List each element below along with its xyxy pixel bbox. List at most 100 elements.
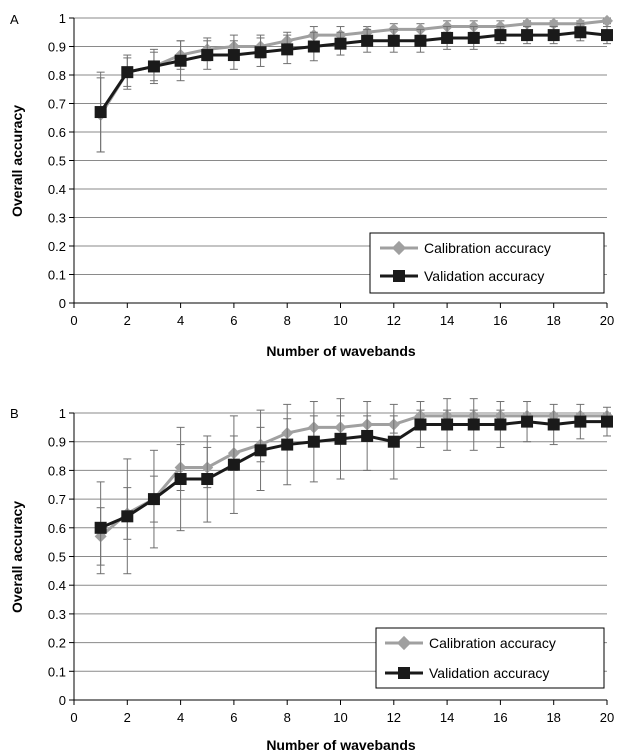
- y-tick-label: 0.8: [48, 463, 66, 478]
- legend-box: [375, 627, 605, 689]
- data-point: [601, 29, 613, 42]
- x-tick-label: 16: [493, 710, 507, 725]
- data-point: [147, 493, 160, 506]
- y-tick-label: 1: [59, 406, 66, 421]
- y-tick-label: 0.1: [48, 664, 66, 679]
- data-point: [147, 60, 160, 73]
- legend-calibration-marker: [391, 240, 407, 256]
- data-point: [227, 458, 240, 471]
- legend-validation-marker: [393, 270, 405, 282]
- data-point: [361, 34, 374, 47]
- data-point: [601, 415, 613, 428]
- y-tick-label: 0.4: [48, 578, 66, 593]
- y-tick-label: 1: [59, 11, 66, 26]
- y-tick-label: 0.9: [48, 40, 66, 55]
- x-tick-label: 12: [387, 710, 401, 725]
- y-tick-label: 0.2: [48, 636, 66, 651]
- data-point: [121, 66, 134, 79]
- y-tick-label: 0.8: [48, 68, 66, 83]
- data-point: [307, 435, 320, 448]
- data-point: [334, 432, 347, 445]
- x-tick-label: 20: [600, 710, 614, 725]
- series-line: [99, 30, 608, 113]
- y-tick-label: 0.5: [48, 550, 66, 565]
- legend-validation-label: Validation accuracy: [424, 268, 544, 284]
- data-point: [334, 37, 347, 50]
- data-point: [254, 46, 267, 59]
- data-point: [361, 429, 374, 442]
- legend-calibration-label: Calibration accuracy: [429, 635, 556, 651]
- legend-calibration-marker: [396, 635, 412, 651]
- panel-a: A Overall accuracy Number of wavebands 0…: [9, 11, 614, 359]
- plot-area: 00.10.20.30.40.50.60.70.80.910 2 4 6 8 10 12 14…: [48, 11, 614, 328]
- x-tick-label: 6: [230, 313, 237, 328]
- legend: Calibration accuracy Validation accuracy: [375, 627, 605, 689]
- x-axis-title: Number of wavebands: [266, 343, 416, 359]
- data-point: [494, 29, 507, 42]
- panel-label: B: [10, 406, 19, 421]
- data-point: [494, 418, 507, 431]
- plot-area: 00.10.20.30.40.50.60.70.80.910 2 4 6 8 10 12 14…: [48, 398, 614, 725]
- data-point: [387, 435, 400, 448]
- y-tick-label: 0.6: [48, 125, 66, 140]
- x-tick-label: 2: [124, 710, 131, 725]
- x-tick-label: 4: [177, 313, 184, 328]
- data-point: [201, 473, 214, 486]
- data-point: [227, 49, 240, 62]
- data-point: [601, 14, 613, 27]
- x-tick-label: 14: [440, 710, 454, 725]
- x-tick-label: 18: [546, 313, 560, 328]
- y-axis-title: Overall accuracy: [9, 501, 25, 613]
- data-point: [441, 418, 454, 431]
- x-tick-label: 10: [333, 710, 347, 725]
- x-tick-label: 12: [387, 313, 401, 328]
- x-tick-label: 10: [333, 313, 347, 328]
- data-point: [387, 34, 400, 47]
- y-axis-title: Overall accuracy: [9, 105, 25, 217]
- data-point: [94, 521, 107, 534]
- data-point: [201, 49, 214, 62]
- y-tick-label: 0.4: [48, 182, 66, 197]
- data-point: [281, 43, 294, 56]
- data-point: [574, 415, 587, 428]
- x-tick-label: 16: [493, 313, 507, 328]
- data-point: [414, 34, 427, 47]
- y-tick-label: 0.6: [48, 521, 66, 536]
- x-tick-label: 2: [124, 313, 131, 328]
- data-point: [254, 444, 267, 457]
- y-tick-label: 0.5: [48, 154, 66, 169]
- legend-validation-label: Validation accuracy: [429, 665, 549, 681]
- legend-calibration-label: Calibration accuracy: [424, 240, 551, 256]
- data-point: [414, 418, 427, 431]
- x-tick-label: 14: [440, 313, 454, 328]
- x-axis-title: Number of wavebands: [266, 737, 416, 753]
- data-point: [521, 415, 534, 428]
- x-tick-label: 4: [177, 710, 184, 725]
- data-point: [441, 31, 454, 44]
- y-tick-label: 0: [59, 296, 66, 311]
- panel-b: B Overall accuracy Number of wavebands 0…: [9, 398, 614, 753]
- x-tick-label: 0: [70, 710, 77, 725]
- data-point: [94, 106, 107, 119]
- data-point: [574, 26, 587, 39]
- data-point: [521, 29, 534, 42]
- x-tick-label: 8: [284, 710, 291, 725]
- x-tick-label: 20: [600, 313, 614, 328]
- data-point: [121, 510, 134, 523]
- legend-box: [369, 232, 605, 294]
- data-point: [467, 418, 480, 431]
- legend: Calibration accuracy Validation accuracy: [369, 232, 605, 294]
- x-tick-label: 0: [70, 313, 77, 328]
- y-tick-label: 0.7: [48, 492, 66, 507]
- data-point: [281, 438, 294, 451]
- x-tick-label: 18: [546, 710, 560, 725]
- data-point: [547, 418, 560, 431]
- y-tick-label: 0: [59, 693, 66, 708]
- data-point: [547, 29, 560, 42]
- x-tick-label: 8: [284, 313, 291, 328]
- x-tick-label: 6: [230, 710, 237, 725]
- y-tick-label: 0.2: [48, 239, 66, 254]
- y-tick-label: 0.1: [48, 268, 66, 283]
- data-point: [467, 31, 480, 44]
